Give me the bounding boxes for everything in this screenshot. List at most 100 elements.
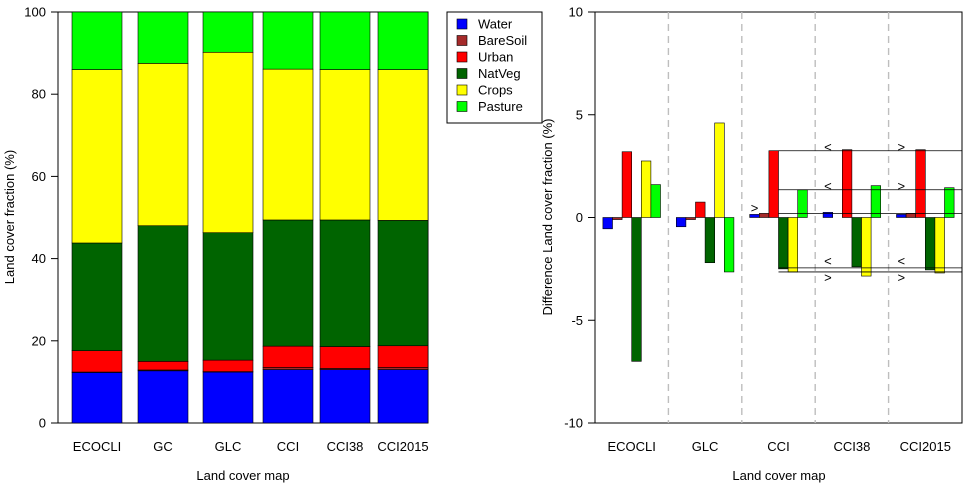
legend-swatch-pasture	[456, 101, 468, 112]
x-tick-label-cci: CCI	[277, 439, 299, 454]
x-tick-label-cci: CCI	[767, 439, 789, 454]
annotation-gt: >	[898, 179, 906, 194]
y-tick-label: -5	[571, 313, 583, 328]
bar-cci-pasture	[262, 11, 314, 70]
y-tick-label: 80	[32, 87, 46, 102]
bar-cci2015-pasture	[944, 187, 955, 218]
y-tick-label: 60	[32, 169, 46, 184]
bar-gc-crops	[137, 63, 189, 227]
bar-cci2015-urban	[915, 149, 926, 218]
stacked-bars	[71, 11, 429, 424]
bar-glc-natveg	[202, 232, 254, 361]
legend-label-urban: Urban	[478, 50, 513, 65]
legend-label-crops: Crops	[478, 83, 513, 98]
bar-cci38-urban	[841, 149, 853, 218]
annotation-gt: >	[898, 270, 906, 285]
bar-ecocli-pasture	[650, 184, 661, 218]
bar-cci38-crops	[319, 69, 371, 221]
annotation-gt: >	[824, 270, 832, 285]
bar-cci38-pasture	[870, 185, 881, 218]
legend-label-water: Water	[478, 17, 513, 32]
legend-label-pasture: Pasture	[478, 99, 523, 114]
bar-cci-natveg	[262, 219, 314, 347]
bar-cci2015-water	[377, 369, 429, 424]
x-tick-label-glc: GLC	[215, 439, 242, 454]
legend-label-baresoil: BareSoil	[478, 33, 527, 48]
legend-swatch-baresoil	[456, 35, 468, 46]
annotation-lt: <	[824, 254, 832, 269]
x-tick-label-gc: GC	[153, 439, 173, 454]
bar-cci38-natveg	[851, 217, 862, 268]
legend-swatch-water	[456, 18, 468, 30]
annotations: < >< >>< <> >	[751, 140, 905, 285]
bar-glc-urban	[202, 359, 254, 372]
y-tick-label: 5	[576, 107, 583, 122]
annotation-lt: <	[898, 254, 906, 269]
x-tick-label-cci38: CCI38	[833, 439, 870, 454]
y-tick-label: 20	[32, 333, 46, 348]
bar-glc-pasture	[202, 11, 254, 53]
bar-glc-water	[675, 217, 687, 228]
bar-ecocli-natveg	[631, 217, 642, 362]
x-tick-label-glc: GLC	[692, 439, 719, 454]
x-axis-label: Land cover map	[732, 468, 825, 483]
bar-ecocli-water	[602, 217, 613, 230]
bar-cci2015-natveg	[377, 220, 429, 347]
bar-ecocli-pasture	[71, 11, 123, 70]
bar-cci2015-natveg	[924, 217, 936, 271]
bar-cci38-water	[319, 369, 371, 424]
y-tick-label: 40	[32, 251, 46, 266]
bar-cci-water	[262, 369, 314, 424]
bar-ecocli-urban	[71, 350, 123, 373]
x-tick-labels: ECOCLI GC GLC CCI CCI38 CCI2015	[73, 439, 429, 454]
bar-glc-pasture	[723, 217, 735, 273]
bar-cci-urban	[768, 150, 779, 218]
bar-cci38-water	[822, 212, 833, 218]
bar-cci-crops	[787, 217, 798, 273]
legend-swatch-urban	[456, 51, 468, 63]
bar-cci2015-urban	[377, 345, 429, 368]
annotation-gt: >	[898, 140, 906, 155]
group-separators	[667, 12, 890, 423]
bar-cci38-urban	[319, 346, 371, 369]
annotation-lt: <	[824, 179, 832, 194]
bar-cci-crops	[262, 68, 314, 221]
x-tick-label-ecocli: ECOCLI	[607, 439, 655, 454]
bar-cci38-crops	[861, 217, 872, 277]
bar-cci2015-water	[896, 214, 907, 218]
legend-label-natveg: NatVeg	[478, 66, 521, 81]
bar-cci2015-pasture	[377, 11, 429, 70]
bar-gc-natveg	[137, 225, 189, 362]
reference-lines	[778, 150, 962, 273]
x-tick-label-ecocli: ECOCLI	[73, 439, 121, 454]
bar-gc-pasture	[137, 11, 189, 64]
annotation-lt: <	[824, 140, 832, 155]
bar-cci2015-crops	[377, 69, 429, 221]
bar-cci-baresoil	[262, 367, 314, 370]
bar-ecocli-natveg	[71, 242, 123, 351]
x-tick-labels: ECOCLI GLC CCI CCI38 CCI2015	[607, 439, 950, 454]
y-axis-label: Difference Land cover fraction (%)	[540, 118, 555, 315]
bar-ecocli-crops	[71, 69, 123, 244]
bar-glc-urban	[695, 201, 706, 218]
y-tick-label: 0	[39, 416, 46, 431]
bar-cci2015-baresoil	[377, 367, 429, 370]
bar-gc-water	[137, 370, 189, 424]
bar-glc-natveg	[704, 217, 715, 264]
y-tick-label: 10	[569, 5, 583, 20]
bar-cci-natveg	[778, 217, 789, 270]
bar-ecocli-crops	[640, 160, 652, 218]
y-axis: 0 20 40 60 80 100	[24, 5, 58, 431]
x-tick-label-cci38: CCI38	[327, 439, 364, 454]
bar-glc-baresoil	[685, 217, 696, 220]
bar-cci38-pasture	[319, 11, 371, 70]
bar-ecocli-water	[71, 372, 123, 424]
bar-glc-water	[202, 371, 254, 424]
y-axis: -10 -5 0 5 10	[564, 5, 595, 431]
legend-swatch-crops	[456, 84, 468, 96]
